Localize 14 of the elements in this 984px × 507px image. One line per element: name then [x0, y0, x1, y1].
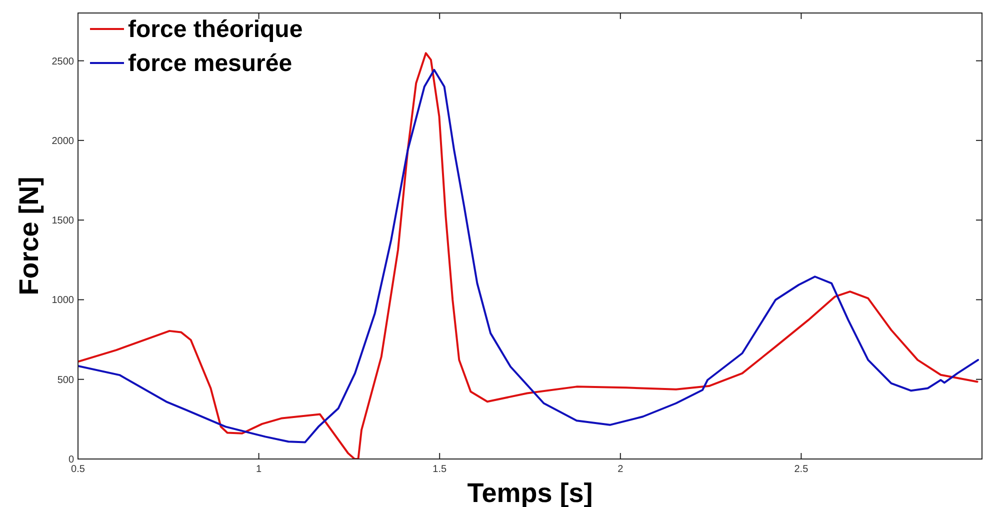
y-tick-label: 500	[57, 374, 74, 386]
y-tick-label: 1500	[52, 216, 74, 227]
x-tick-label: 1	[256, 464, 262, 475]
x-tick-label: 2	[618, 464, 624, 475]
y-axis-title: Force [N]	[14, 176, 44, 296]
x-tick-label: 0.5	[71, 464, 86, 475]
y-tick-label: 2000	[52, 136, 74, 147]
y-tick-label: 2500	[52, 56, 74, 68]
y-tick-label: 0	[68, 454, 74, 466]
legend-label: force théorique	[128, 16, 303, 43]
y-tick-label: 1000	[52, 295, 74, 306]
x-tick-label: 2.5	[794, 464, 809, 475]
x-tick-label: 1.5	[432, 464, 447, 475]
legend-label: force mesurée	[128, 50, 292, 77]
